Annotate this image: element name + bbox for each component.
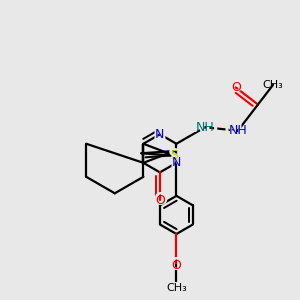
Text: S: S [170,149,178,162]
Text: NH: NH [229,124,247,137]
Text: CH₃: CH₃ [263,80,284,90]
Text: N: N [153,125,167,143]
Text: NH: NH [224,122,252,140]
Text: O: O [153,191,167,209]
Text: O: O [169,256,184,274]
Text: N: N [155,128,165,141]
Text: O: O [172,259,182,272]
Text: N: N [172,156,181,169]
Text: O: O [231,81,241,94]
Text: NH: NH [196,121,214,134]
Text: S: S [168,147,180,165]
Text: NH: NH [191,118,219,136]
Text: N: N [169,154,183,172]
Text: O: O [155,194,165,207]
Text: CH₃: CH₃ [166,284,187,293]
Text: O: O [229,78,243,96]
